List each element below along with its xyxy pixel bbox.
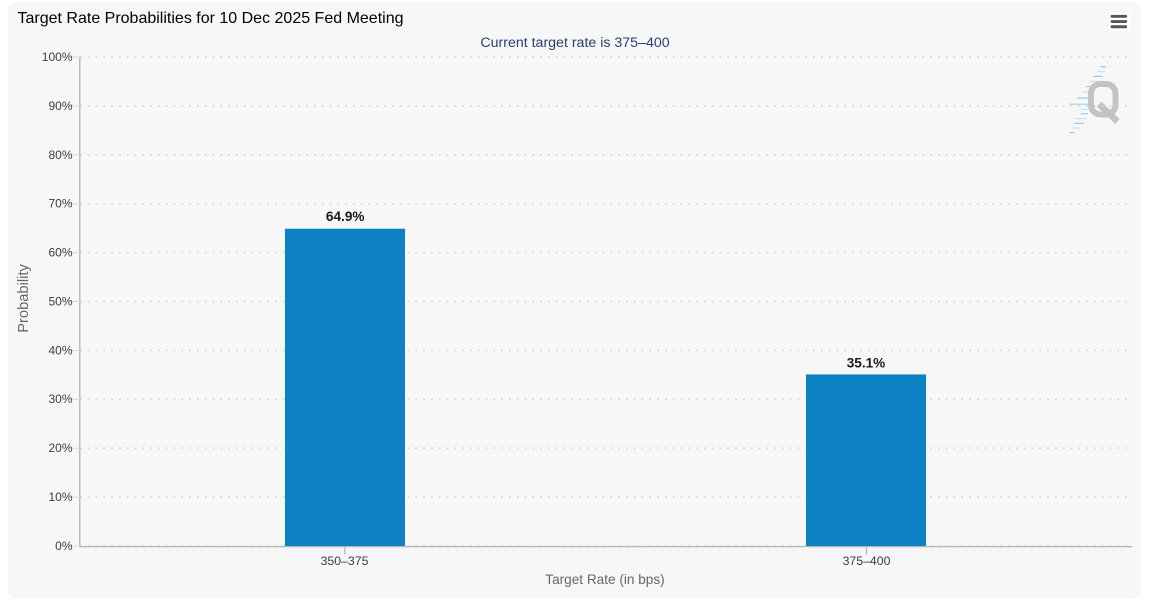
svg-text:0%: 0% [55,539,73,553]
svg-text:60%: 60% [48,246,72,260]
svg-text:375–400: 375–400 [843,554,891,568]
svg-text:10%: 10% [48,490,72,504]
svg-text:20%: 20% [48,441,72,455]
svg-text:Probability: Probability [16,264,32,333]
svg-text:64.9%: 64.9% [326,209,365,224]
svg-text:35.1%: 35.1% [847,356,886,371]
svg-text:Current target rate is 375–400: Current target rate is 375–400 [480,35,669,51]
svg-text:50%: 50% [48,294,72,308]
svg-text:Target Rate Probabilities for: Target Rate Probabilities for 10 Dec 202… [18,10,404,27]
svg-text:90%: 90% [48,99,72,113]
svg-text:30%: 30% [48,392,72,406]
svg-text:100%: 100% [42,50,73,64]
svg-text:350–375: 350–375 [321,554,369,568]
svg-text:Target Rate (in bps): Target Rate (in bps) [545,572,664,587]
svg-text:70%: 70% [48,197,72,211]
svg-text:40%: 40% [48,343,72,357]
svg-text:80%: 80% [48,148,72,162]
